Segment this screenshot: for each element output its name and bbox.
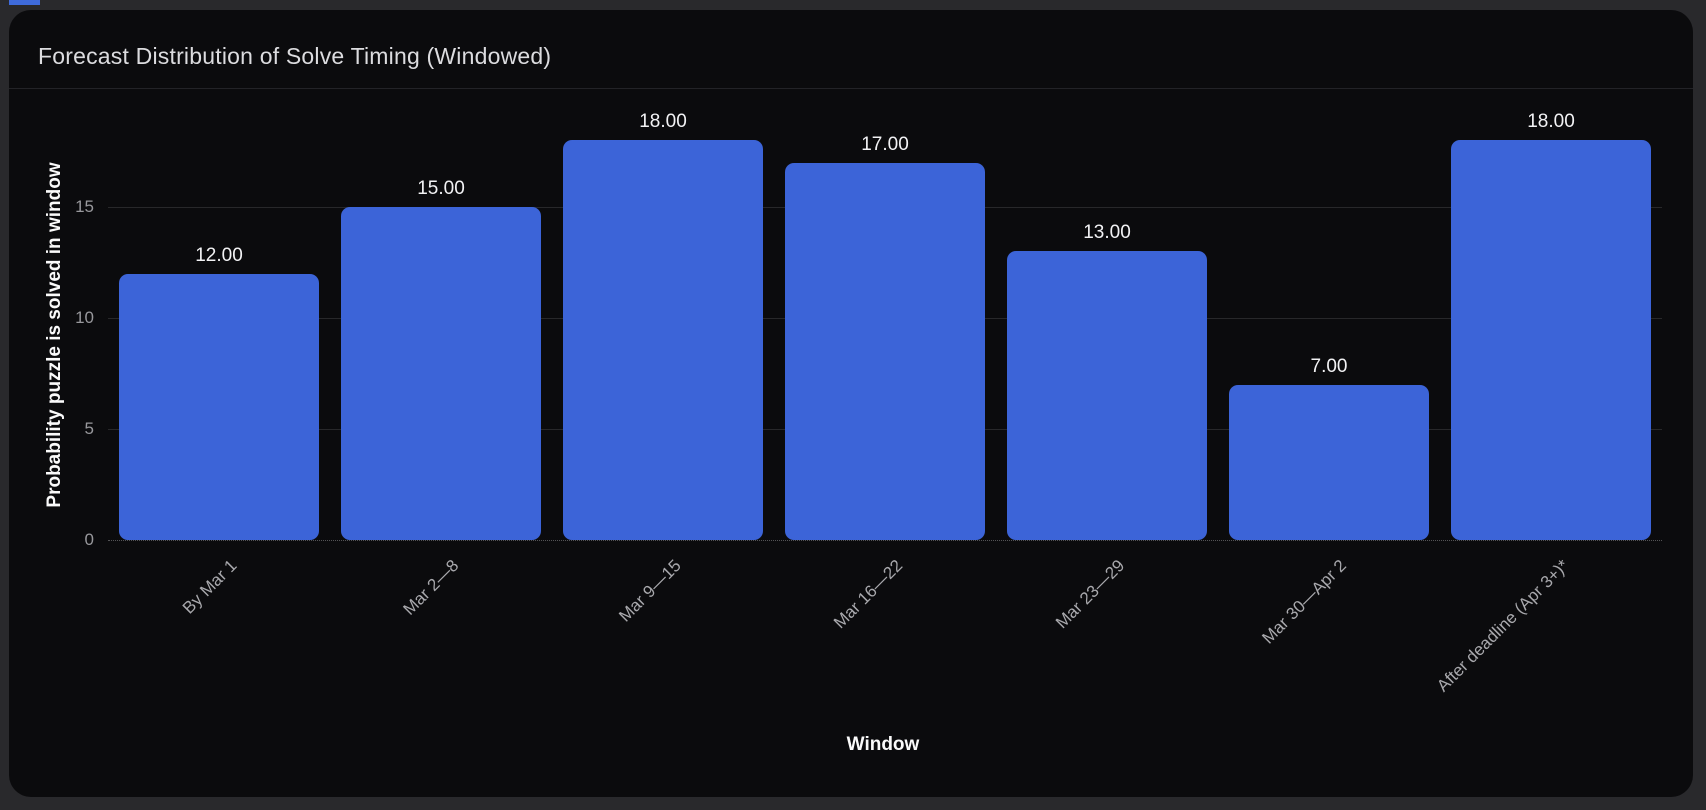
- y-tick-label: 0: [84, 530, 94, 549]
- bar-value-label: 12.00: [195, 244, 243, 266]
- bar: [563, 140, 763, 540]
- bar-value-label: 15.00: [417, 178, 465, 199]
- x-axis-title: Window: [846, 734, 920, 755]
- x-axis-baseline: [108, 540, 1662, 541]
- bar: [341, 207, 541, 540]
- x-tick-label: Mar 2—8: [399, 556, 463, 619]
- title-divider: [9, 88, 1693, 89]
- x-tick-label: Mar 30—Apr 2: [1258, 556, 1351, 648]
- bar-value-label: 7.00: [1310, 355, 1348, 377]
- x-tick-label: By Mar 1: [178, 556, 241, 618]
- y-tick-label: 5: [84, 419, 94, 438]
- chart-title: Forecast Distribution of Solve Timing (W…: [38, 43, 552, 69]
- forecast-chart-card: Forecast Distribution of Solve Timing (W…: [9, 10, 1693, 797]
- bar-value-label: 13.00: [1083, 222, 1131, 244]
- bar: [1007, 251, 1207, 540]
- browser-tab-fragment: [9, 0, 40, 5]
- x-tick-label: Mar 16—22: [830, 556, 907, 633]
- bar: [1229, 384, 1429, 540]
- bar-value-label: 17.00: [861, 133, 909, 155]
- bar-value-label: 18.00: [639, 111, 687, 133]
- x-tick-label: Mar 23—29: [1052, 556, 1129, 633]
- bar-value-label: 18.00: [1527, 111, 1575, 133]
- bar: [785, 162, 985, 540]
- bar: [1451, 140, 1651, 540]
- bar: [119, 273, 319, 540]
- x-tick-label: After deadline (Apr 3+)*: [1433, 556, 1573, 696]
- x-tick-label: Mar 9—15: [614, 556, 685, 626]
- bar-chart: Probability puzzle is solved in window W…: [9, 10, 1693, 797]
- y-tick-label: 15: [75, 197, 94, 216]
- y-tick-label: 10: [75, 308, 94, 327]
